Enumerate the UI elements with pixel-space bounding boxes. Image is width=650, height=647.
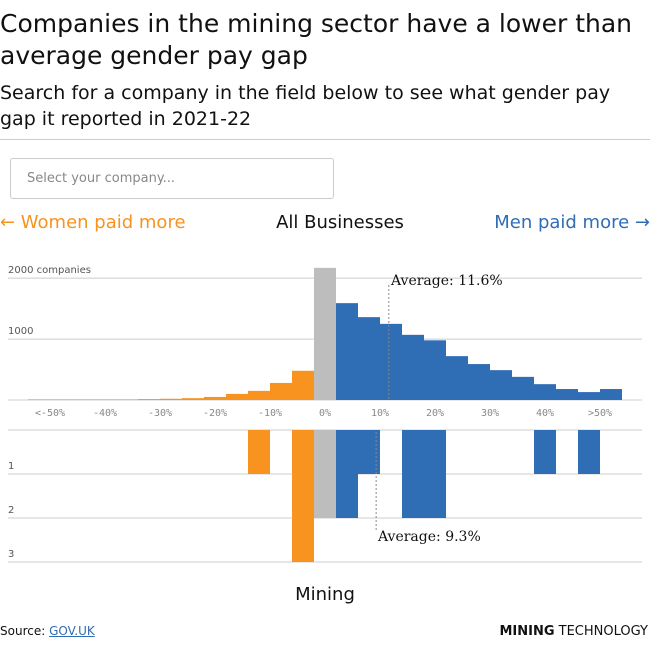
- x-tick-label: 0%: [319, 408, 331, 419]
- company-search[interactable]: Select your company...: [10, 158, 334, 199]
- bar: [358, 430, 380, 474]
- bar: [72, 399, 94, 400]
- bar: [402, 334, 424, 400]
- bar: [116, 399, 138, 400]
- x-tick-label: <-50%: [35, 408, 65, 419]
- x-tick-label: -40%: [93, 408, 117, 419]
- bar: [402, 430, 424, 518]
- x-tick-label: 10%: [371, 408, 389, 419]
- y-tick-label: 1000: [8, 326, 33, 337]
- logo: MINING TECHNOLOGY: [499, 624, 648, 639]
- bar: [512, 376, 534, 400]
- x-tick-label: -20%: [203, 408, 227, 419]
- bar: [600, 389, 622, 400]
- bar: [204, 396, 226, 400]
- bar: [424, 340, 446, 400]
- bar: [446, 356, 468, 400]
- bar: [468, 364, 490, 400]
- bar: [248, 390, 270, 400]
- x-tick-label: 40%: [536, 408, 554, 419]
- bar: [578, 392, 600, 400]
- logo-light: TECHNOLOGY: [558, 624, 648, 639]
- bar: [94, 399, 116, 400]
- bar: [248, 430, 270, 474]
- bar: [182, 398, 204, 400]
- bar: [336, 430, 358, 518]
- bar: [50, 399, 72, 400]
- divider: [0, 139, 650, 140]
- source-label: Source:: [0, 624, 46, 638]
- bar: [534, 430, 556, 474]
- logo-bold: MINING: [499, 624, 555, 639]
- bar: [270, 382, 292, 400]
- source-link[interactable]: GOV.UK: [49, 624, 95, 638]
- bar: [292, 370, 314, 400]
- bar: [556, 389, 578, 400]
- y-tick-label: 2: [8, 505, 14, 516]
- y-tick-label: 2000 companies: [8, 265, 91, 276]
- x-tick-label: 20%: [426, 408, 444, 419]
- y-tick-label: 1: [8, 461, 14, 472]
- title: Companies in the mining sector have a lo…: [0, 9, 633, 70]
- source: Source: GOV.UK: [0, 624, 95, 638]
- men-label: Men paid more →: [494, 212, 650, 233]
- bar: [226, 393, 248, 400]
- bar: [314, 267, 336, 400]
- bar: [424, 430, 446, 518]
- x-tick-label: >50%: [588, 408, 612, 419]
- bar: [578, 430, 600, 474]
- average-label: Average: 11.6%: [390, 273, 503, 289]
- bar: [292, 430, 314, 562]
- bar: [380, 323, 402, 400]
- chart-title: All Businesses: [276, 212, 404, 233]
- bar: [28, 399, 50, 400]
- bar: [336, 303, 358, 400]
- average-label: Average: 9.3%: [377, 529, 481, 545]
- x-tick-label: 30%: [481, 408, 499, 419]
- bar: [534, 384, 556, 400]
- women-label: ← Women paid more: [0, 212, 186, 233]
- bar: [138, 399, 160, 400]
- bar: [160, 398, 182, 400]
- x-tick-label: -10%: [258, 408, 282, 419]
- bar: [314, 430, 336, 518]
- subtitle: Search for a company in the field below …: [0, 82, 611, 130]
- y-tick-label: 3: [8, 549, 14, 560]
- bar: [490, 370, 512, 400]
- bar: [358, 317, 380, 400]
- chart-title: Mining: [295, 584, 355, 605]
- x-tick-label: -30%: [148, 408, 172, 419]
